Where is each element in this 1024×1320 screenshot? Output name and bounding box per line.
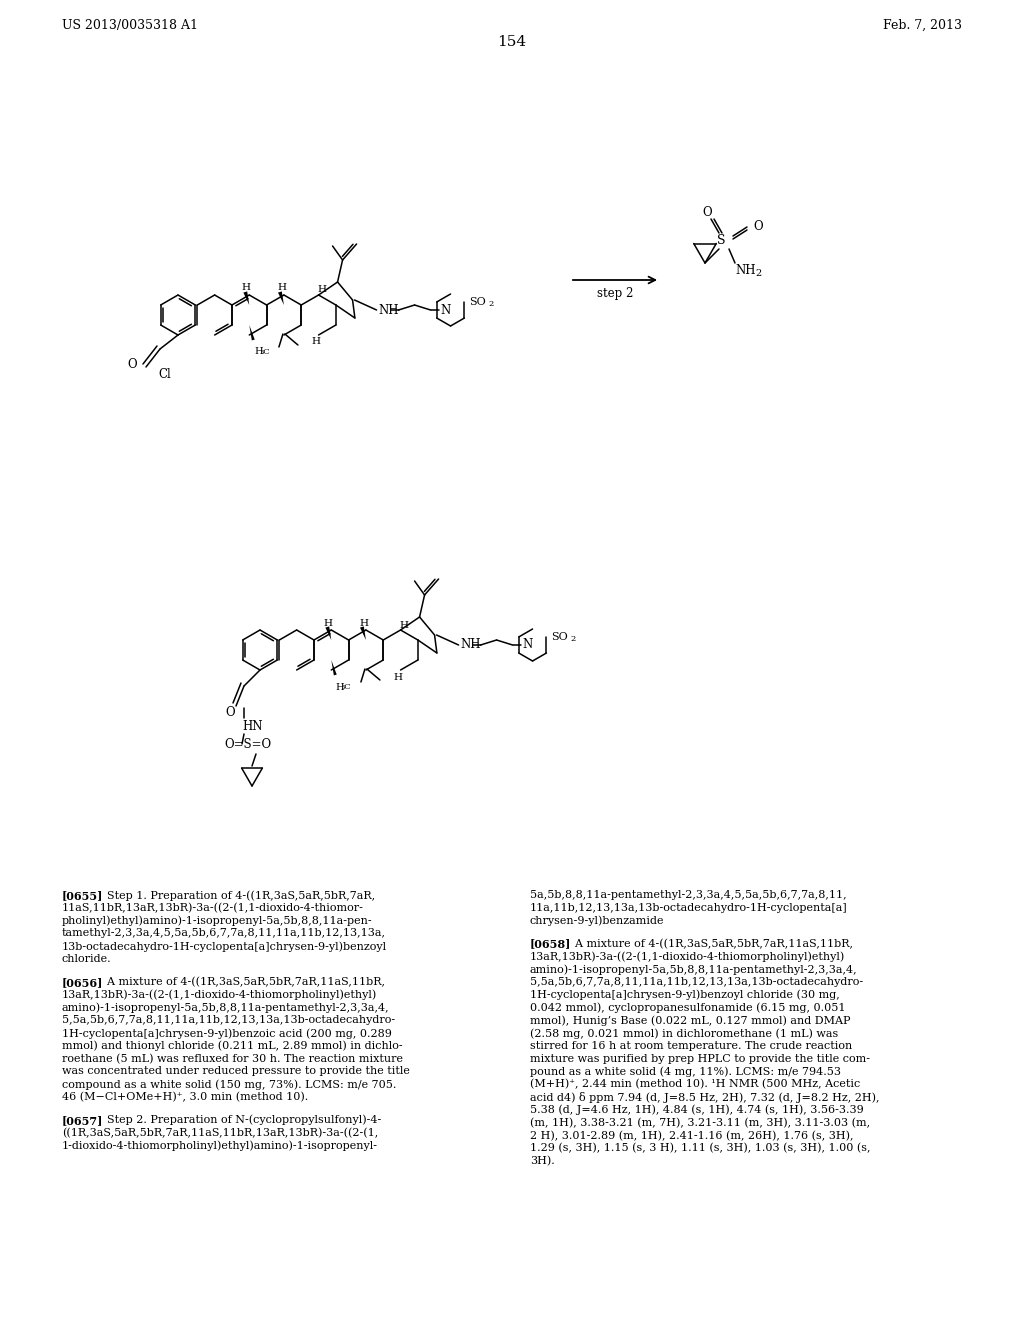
Text: A mixture of 4-((1R,3aS,5aR,5bR,7aR,11aS,11bR,: A mixture of 4-((1R,3aS,5aR,5bR,7aR,11aS… [100,977,385,987]
Text: [0656]: [0656] [62,977,103,987]
Text: Step 2. Preparation of N-(cyclopropylsulfonyl)-4-: Step 2. Preparation of N-(cyclopropylsul… [100,1115,381,1126]
Text: ((1R,3aS,5aR,5bR,7aR,11aS,11bR,13aR,13bR)-3a-((2-(1,: ((1R,3aS,5aR,5bR,7aR,11aS,11bR,13aR,13bR… [62,1127,378,1138]
Text: 2: 2 [488,300,494,308]
Text: ₃C: ₃C [342,682,351,690]
Polygon shape [244,292,249,305]
Text: [0655]: [0655] [62,890,103,902]
Text: acid d4) δ ppm 7.94 (d, J=8.5 Hz, 2H), 7.32 (d, J=8.2 Hz, 2H),: acid d4) δ ppm 7.94 (d, J=8.5 Hz, 2H), 7… [530,1092,880,1104]
Text: (2.58 mg, 0.021 mmol) in dichloromethane (1 mL) was: (2.58 mg, 0.021 mmol) in dichloromethane… [530,1028,839,1039]
Text: amino)-1-isopropenyl-5a,5b,8,8,11a-pentamethyl-2,3,3a,4,: amino)-1-isopropenyl-5a,5b,8,8,11a-penta… [62,1002,389,1012]
Text: mixture was purified by prep HPLC to provide the title com-: mixture was purified by prep HPLC to pro… [530,1053,870,1064]
Text: 3H).: 3H). [530,1156,555,1167]
Text: H: H [335,682,343,692]
Text: 1-dioxido-4-thiomorpholinyl)ethyl)amino)-1-isopropenyl-: 1-dioxido-4-thiomorpholinyl)ethyl)amino)… [62,1140,378,1151]
Text: H: H [399,620,409,630]
Text: NH: NH [379,304,399,317]
Text: chloride.: chloride. [62,954,112,964]
Text: mmol), Hunig’s Base (0.022 mL, 0.127 mmol) and DMAP: mmol), Hunig’s Base (0.022 mL, 0.127 mmo… [530,1015,851,1026]
Text: SO: SO [552,632,568,642]
Text: ₃C: ₃C [261,348,270,356]
Text: (M+H)⁺, 2.44 min (method 10). ¹H NMR (500 MHz, Acetic: (M+H)⁺, 2.44 min (method 10). ¹H NMR (50… [530,1080,860,1089]
Text: US 2013/0035318 A1: US 2013/0035318 A1 [62,18,198,32]
Text: compound as a white solid (150 mg, 73%). LCMS: m/e 705.: compound as a white solid (150 mg, 73%).… [62,1080,396,1090]
Text: 5.38 (d, J=4.6 Hz, 1H), 4.84 (s, 1H), 4.74 (s, 1H), 3.56-3.39: 5.38 (d, J=4.6 Hz, 1H), 4.84 (s, 1H), 4.… [530,1105,864,1115]
Text: HN: HN [242,719,262,733]
Text: N: N [522,639,532,652]
Text: Cl: Cl [158,368,171,381]
Text: 46 (M−Cl+OMe+H)⁺, 3.0 min (method 10).: 46 (M−Cl+OMe+H)⁺, 3.0 min (method 10). [62,1092,308,1102]
Text: O: O [225,705,234,718]
Text: A mixture of 4-((1R,3aS,5aR,5bR,7aR,11aS,11bR,: A mixture of 4-((1R,3aS,5aR,5bR,7aR,11aS… [568,939,853,949]
Polygon shape [332,660,337,676]
Text: 13b-octadecahydro-1H-cyclopenta[a]chrysen-9-yl)benzoyl: 13b-octadecahydro-1H-cyclopenta[a]chryse… [62,941,387,952]
Text: (m, 1H), 3.38-3.21 (m, 7H), 3.21-3.11 (m, 3H), 3.11-3.03 (m,: (m, 1H), 3.38-3.21 (m, 7H), 3.21-3.11 (m… [530,1118,870,1129]
Text: 154: 154 [498,36,526,49]
Text: O: O [753,220,763,234]
Text: NH: NH [735,264,756,277]
Text: 13aR,13bR)-3a-((2-(1,1-dioxido-4-thiomorpholinyl)ethyl): 13aR,13bR)-3a-((2-(1,1-dioxido-4-thiomor… [530,952,845,962]
Text: H: H [311,338,321,346]
Text: [0657]: [0657] [62,1115,103,1126]
Text: 1H-cyclopenta[a]chrysen-9-yl)benzoic acid (200 mg, 0.289: 1H-cyclopenta[a]chrysen-9-yl)benzoic aci… [62,1028,392,1039]
Text: O=S=O: O=S=O [224,738,271,751]
Text: S: S [717,235,725,248]
Text: [0658]: [0658] [530,939,571,949]
Text: H: H [278,284,287,293]
Text: 0.042 mmol), cyclopropanesulfonamide (6.15 mg, 0.051: 0.042 mmol), cyclopropanesulfonamide (6.… [530,1002,846,1012]
Text: O: O [702,206,712,219]
Text: pholinyl)ethyl)amino)-1-isopropenyl-5a,5b,8,8,11a-pen-: pholinyl)ethyl)amino)-1-isopropenyl-5a,5… [62,916,373,927]
Text: 1.29 (s, 3H), 1.15 (s, 3 H), 1.11 (s, 3H), 1.03 (s, 3H), 1.00 (s,: 1.29 (s, 3H), 1.15 (s, 3 H), 1.11 (s, 3H… [530,1143,870,1154]
Text: H: H [254,347,262,356]
Polygon shape [278,292,284,305]
Text: H: H [242,284,251,293]
Text: 5,5a,5b,6,7,7a,8,11,11a,11b,12,13,13a,13b-octadecahydro-: 5,5a,5b,6,7,7a,8,11,11a,11b,12,13,13a,13… [530,977,863,987]
Text: was concentrated under reduced pressure to provide the title: was concentrated under reduced pressure … [62,1067,410,1076]
Text: H: H [317,285,326,294]
Polygon shape [360,627,366,640]
Text: 11aS,11bR,13aR,13bR)-3a-((2-(1,1-dioxido-4-thiomor-: 11aS,11bR,13aR,13bR)-3a-((2-(1,1-dioxido… [62,903,364,913]
Text: NH: NH [461,639,481,652]
Text: N: N [440,304,451,317]
Text: H: H [393,672,402,681]
Text: 2 H), 3.01-2.89 (m, 1H), 2.41-1.16 (m, 26H), 1.76 (s, 3H),: 2 H), 3.01-2.89 (m, 1H), 2.41-1.16 (m, 2… [530,1130,853,1140]
Text: H: H [359,619,369,627]
Text: amino)-1-isopropenyl-5a,5b,8,8,11a-pentamethyl-2,3,3a,4,: amino)-1-isopropenyl-5a,5b,8,8,11a-penta… [530,964,858,974]
Text: 2: 2 [755,268,761,277]
Text: step 2: step 2 [597,288,633,301]
Text: tamethyl-2,3,3a,4,5,5a,5b,6,7,7a,8,11,11a,11b,12,13,13a,: tamethyl-2,3,3a,4,5,5a,5b,6,7,7a,8,11,11… [62,928,386,939]
Text: 5,5a,5b,6,7,7a,8,11,11a,11b,12,13,13a,13b-octadecahydro-: 5,5a,5b,6,7,7a,8,11,11a,11b,12,13,13a,13… [62,1015,395,1026]
Text: SO: SO [470,297,486,308]
Text: 13aR,13bR)-3a-((2-(1,1-dioxido-4-thiomorpholinyl)ethyl): 13aR,13bR)-3a-((2-(1,1-dioxido-4-thiomor… [62,990,377,1001]
Text: pound as a white solid (4 mg, 11%). LCMS: m/e 794.53: pound as a white solid (4 mg, 11%). LCMS… [530,1067,841,1077]
Text: 5a,5b,8,8,11a-pentamethyl-2,3,3a,4,5,5a,5b,6,7,7a,8,11,: 5a,5b,8,8,11a-pentamethyl-2,3,3a,4,5,5a,… [530,890,847,900]
Text: stirred for 16 h at room temperature. The crude reaction: stirred for 16 h at room temperature. Th… [530,1040,852,1051]
Text: H: H [324,619,333,627]
Text: Feb. 7, 2013: Feb. 7, 2013 [883,18,962,32]
Text: 11a,11b,12,13,13a,13b-octadecahydro-1H-cyclopenta[a]: 11a,11b,12,13,13a,13b-octadecahydro-1H-c… [530,903,848,913]
Text: roethane (5 mL) was refluxed for 30 h. The reaction mixture: roethane (5 mL) was refluxed for 30 h. T… [62,1053,403,1064]
Text: 1H-cyclopenta[a]chrysen-9-yl)benzoyl chloride (30 mg,: 1H-cyclopenta[a]chrysen-9-yl)benzoyl chl… [530,990,840,1001]
Text: 2: 2 [570,635,575,643]
Polygon shape [249,325,255,341]
Polygon shape [326,627,332,640]
Text: Step 1. Preparation of 4-((1R,3aS,5aR,5bR,7aR,: Step 1. Preparation of 4-((1R,3aS,5aR,5b… [100,890,375,900]
Text: O: O [127,359,137,371]
Text: mmol) and thionyl chloride (0.211 mL, 2.89 mmol) in dichlo-: mmol) and thionyl chloride (0.211 mL, 2.… [62,1040,402,1051]
Text: chrysen-9-yl)benzamide: chrysen-9-yl)benzamide [530,916,665,927]
